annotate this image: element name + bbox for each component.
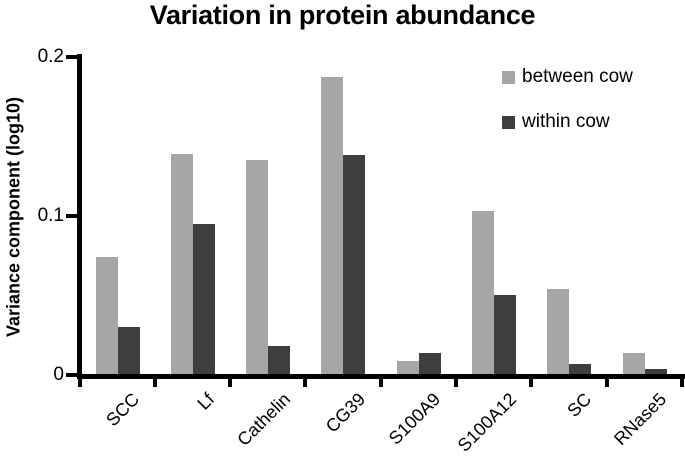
bar-within-cow-SC — [569, 363, 592, 377]
y-axis-line — [77, 54, 82, 379]
y-tick-mark — [66, 213, 78, 218]
x-tick-mark — [378, 378, 383, 387]
bar-between-cow-SCC — [95, 257, 118, 377]
bar-within-cow-RNase5 — [644, 368, 667, 377]
x-label-SCC: SCC — [102, 389, 144, 431]
x-label-S100A9: S100A9 — [385, 389, 445, 449]
chart-title: Variation in protein abundance — [149, 0, 536, 30]
bar-within-cow-Cathelin — [268, 346, 291, 377]
x-tick-mark — [604, 378, 609, 387]
x-label-RNase5: RNase5 — [610, 389, 671, 450]
x-label-SC: SC — [563, 389, 596, 421]
legend: between cow within cow — [502, 67, 633, 157]
x-tick-mark — [303, 378, 308, 387]
y-tick-mark — [66, 373, 78, 377]
x-tick-mark — [454, 378, 458, 387]
bar-within-cow-S100A12 — [494, 295, 516, 377]
bar-between-cow-Lf — [170, 153, 193, 377]
bar-between-cow-SC — [547, 289, 570, 377]
x-tick-mark — [679, 378, 684, 387]
bar-within-cow-CG39 — [343, 155, 366, 377]
bar-between-cow-S100A12 — [472, 210, 494, 377]
x-axis-line — [77, 374, 685, 379]
x-label-S100A12: S100A12 — [453, 389, 520, 456]
y-tick-label: 0.2 — [37, 45, 64, 67]
y-tick-label: 0.1 — [37, 204, 64, 226]
x-tick-mark — [228, 378, 233, 387]
x-tick-mark — [529, 378, 534, 387]
bar-between-cow-RNase5 — [622, 352, 645, 377]
bar-between-cow-Cathelin — [246, 160, 269, 377]
legend-swatch-icon — [502, 70, 515, 84]
x-label-CG39: CG39 — [321, 389, 370, 437]
bar-within-cow-Lf — [192, 223, 215, 377]
y-tick-mark — [66, 54, 78, 59]
legend-swatch-icon — [502, 115, 515, 129]
x-label-Lf: Lf — [193, 389, 219, 414]
legend-label: within cow — [522, 111, 610, 132]
bar-within-cow-SCC — [117, 327, 140, 377]
legend-item-within-cow: within cow — [502, 112, 633, 132]
y-tick-label: 0 — [53, 364, 64, 385]
legend-item-between-cow: between cow — [502, 67, 633, 87]
x-tick-mark — [77, 378, 82, 387]
x-label-Cathelin: Cathelin — [233, 389, 294, 450]
x-tick-mark — [152, 378, 157, 387]
bar-between-cow-CG39 — [321, 77, 344, 377]
bar-within-cow-S100A9 — [418, 352, 441, 377]
legend-label: between cow — [522, 66, 633, 87]
bar-between-cow-S100A9 — [396, 360, 419, 377]
